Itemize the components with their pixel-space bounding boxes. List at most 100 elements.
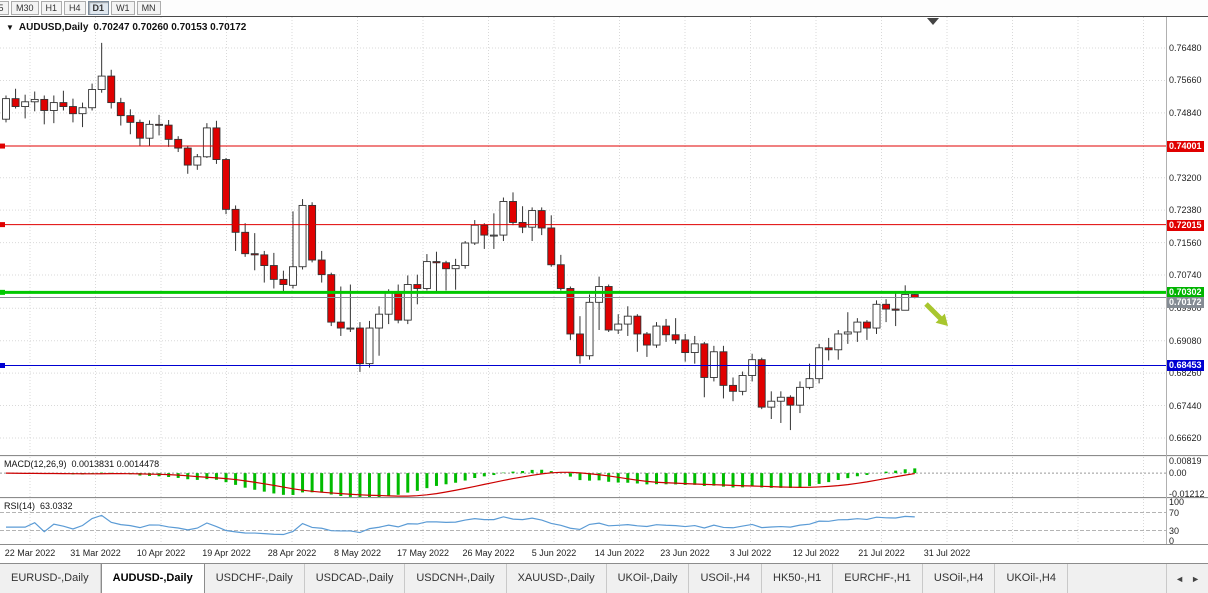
candle-body [642,333,651,346]
axis-label: 0.68260 [1169,368,1202,379]
candle-body [193,156,202,166]
timeframe-button-mn[interactable]: MN [136,1,161,15]
timeframe-button-m30[interactable]: M30 [11,1,39,15]
candle-body [671,334,680,341]
timeframe-button-h1[interactable]: H1 [40,1,63,15]
chart-menu-arrow-icon[interactable]: ▼ [6,22,14,32]
date-axis-label: 26 May 2022 [462,548,515,558]
chart-shift-marker[interactable] [927,18,939,25]
time-axis[interactable]: 22 Mar 2022 31 Mar 2022 10 Apr 2022 19 Apr … [0,546,1166,563]
price-line-label: 0.74001 [1167,141,1204,153]
date-axis-label: 8 May 2022 [333,548,382,558]
date-axis-label: 22 Mar 2022 [4,548,56,558]
line-anchor-marker[interactable] [0,362,5,368]
date-axis-label: 17 May 2022 [396,548,450,558]
candlestick-series [2,42,919,431]
rsi-chart-svg[interactable] [0,499,1166,544]
rsi-pane-container[interactable] [0,499,1166,544]
tab-ukoil-daily[interactable]: UKOil-,Daily [606,564,690,593]
candle-body [604,286,613,331]
candle-body [470,224,479,244]
candle-body [901,293,910,311]
tab-ukoil-h4[interactable]: UKOil-,H4 [995,564,1068,593]
tab-scroll-left-button[interactable]: ◄ [1175,573,1185,584]
rsi-name: RSI(14) [4,501,36,511]
line-anchor-marker[interactable] [0,289,5,295]
macd-pane-container[interactable] [0,457,1166,497]
tab-usdcad-daily[interactable]: USDCAD-,Daily [304,564,406,593]
candle-body [49,102,58,111]
candle-body [480,224,489,236]
candle-body [289,266,297,286]
axis-label: 0.74840 [1169,107,1202,118]
price-line-label: 0.70302 [1167,287,1204,299]
price-line-label: 0.70172 [1167,297,1204,309]
tab-eurchf-h1[interactable]: EURCHF-,H1 [833,564,923,593]
tab-eurusd-daily[interactable]: EURUSD-,Daily [0,564,101,593]
macd-indicator-label: MACD(12,26,9) 0.0013831 0.0014478 [4,459,159,469]
candle-body [461,242,470,266]
axis-label: 0.66620 [1169,432,1202,443]
candle-body [547,227,556,266]
tab-scroll-right-button[interactable]: ► [1191,573,1200,584]
candle-body [700,343,709,378]
macd-values: 0.0013831 0.0014478 [71,459,160,469]
candle-body [891,308,900,311]
candle-body [317,259,326,276]
pane-separator[interactable] [0,497,1208,499]
tab-usdcnh-daily[interactable]: USDCNH-,Daily [405,564,507,593]
candle-body [872,303,881,329]
candle-body [2,98,10,120]
candle-body [882,303,891,310]
candle-body [422,261,431,289]
candle-body [566,288,575,335]
tab-usoil-h4[interactable]: USOil-,H4 [689,564,762,593]
pane-separator[interactable] [0,455,1208,457]
candle-body [384,291,393,315]
timeframe-button-row: 5M30H1H4D1W1MN [0,1,163,15]
tab-audusd-daily[interactable]: AUDUSD-,Daily [100,564,205,593]
tab-usoil-h4[interactable]: USOil-,H4 [922,564,996,593]
chart-tab-bar: EURUSD-,Daily AUDUSD-,Daily USDCHF-,Daily U… [0,563,1208,593]
candle-body [88,89,97,109]
axis-label: 0.76480 [1169,43,1202,53]
macd-name: MACD(12,26,9) [4,459,67,469]
candle-body [614,323,623,331]
main-chart-pane[interactable] [0,17,1166,455]
macd-chart-svg[interactable] [0,457,1166,497]
price-chart-svg[interactable] [0,17,1166,455]
timeframe-toolbar: 5M30H1H4D1W1MN [0,0,1208,17]
timeframe-button-5[interactable]: 5 [0,1,9,15]
line-anchor-marker[interactable] [0,222,5,228]
timeframe-button-d1[interactable]: D1 [87,1,110,15]
axis-label: -0.01212 [1169,489,1205,499]
down-arrow-annotation[interactable] [924,302,943,321]
candle-body [327,274,336,323]
tab-usdchf-daily[interactable]: USDCHF-,Daily [204,564,305,593]
candle-body [116,102,125,117]
candle-body [308,204,317,261]
tab-hk50-h1[interactable]: HK50-,H1 [762,564,834,593]
axis-label: 0.75660 [1169,75,1202,86]
rsi-line [6,514,915,536]
price-line-label: 0.68453 [1167,360,1204,372]
down-arrow-annotation-head [935,313,948,326]
candle-body [853,321,862,333]
tab-xauusd-daily[interactable]: XAUUSD-,Daily [506,564,607,593]
candle-body [164,124,173,140]
candle-body [365,327,374,365]
candle-body [489,234,498,237]
line-anchor-marker[interactable] [0,143,5,149]
candle-body [241,231,250,255]
axis-label: 0.70740 [1169,270,1202,281]
candle-body [279,278,288,285]
date-axis-label: 12 Jul 2022 [792,548,840,558]
tab-scroll-arrows: ◄ ► [1166,564,1208,593]
candle-body [269,265,278,280]
timeframe-button-h4[interactable]: H4 [64,1,86,15]
date-axis-label: 19 Apr 2022 [202,548,251,558]
candle-body [786,396,795,406]
timeframe-button-w1[interactable]: W1 [111,1,135,15]
rsi-indicator-label: RSI(14) 63.0332 [4,501,73,511]
price-scale[interactable]: 0.76480 0.75660 0.74840 0.73200 0.72380 0.715… [1167,0,1208,562]
